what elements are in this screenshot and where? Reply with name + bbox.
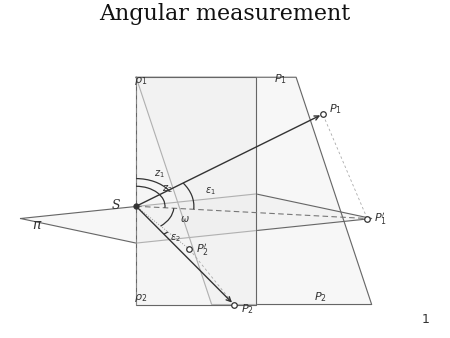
Polygon shape (136, 77, 372, 305)
Text: $z_2$: $z_2$ (162, 184, 172, 195)
Text: $P_2$: $P_2$ (241, 302, 253, 316)
Text: $P_2'$: $P_2'$ (196, 242, 209, 258)
Text: 1: 1 (422, 313, 429, 326)
Polygon shape (136, 77, 256, 305)
Text: $\rho_1$: $\rho_1$ (134, 75, 147, 88)
Text: $z_1$: $z_1$ (154, 168, 165, 180)
Text: $P_1$: $P_1$ (274, 72, 287, 86)
Polygon shape (21, 194, 372, 243)
Text: $P_2$: $P_2$ (314, 290, 327, 304)
Title: Angular measurement: Angular measurement (99, 3, 351, 25)
Text: $\rho_2$: $\rho_2$ (134, 292, 147, 304)
Text: $\pi$: $\pi$ (32, 218, 42, 232)
Text: $P_1'$: $P_1'$ (374, 211, 387, 227)
Text: $\varepsilon_1$: $\varepsilon_1$ (205, 185, 216, 197)
Text: $P_1$: $P_1$ (329, 102, 342, 116)
Text: $\varepsilon_2$: $\varepsilon_2$ (170, 232, 180, 244)
Text: $\omega$: $\omega$ (180, 214, 189, 223)
Text: S: S (112, 199, 120, 212)
